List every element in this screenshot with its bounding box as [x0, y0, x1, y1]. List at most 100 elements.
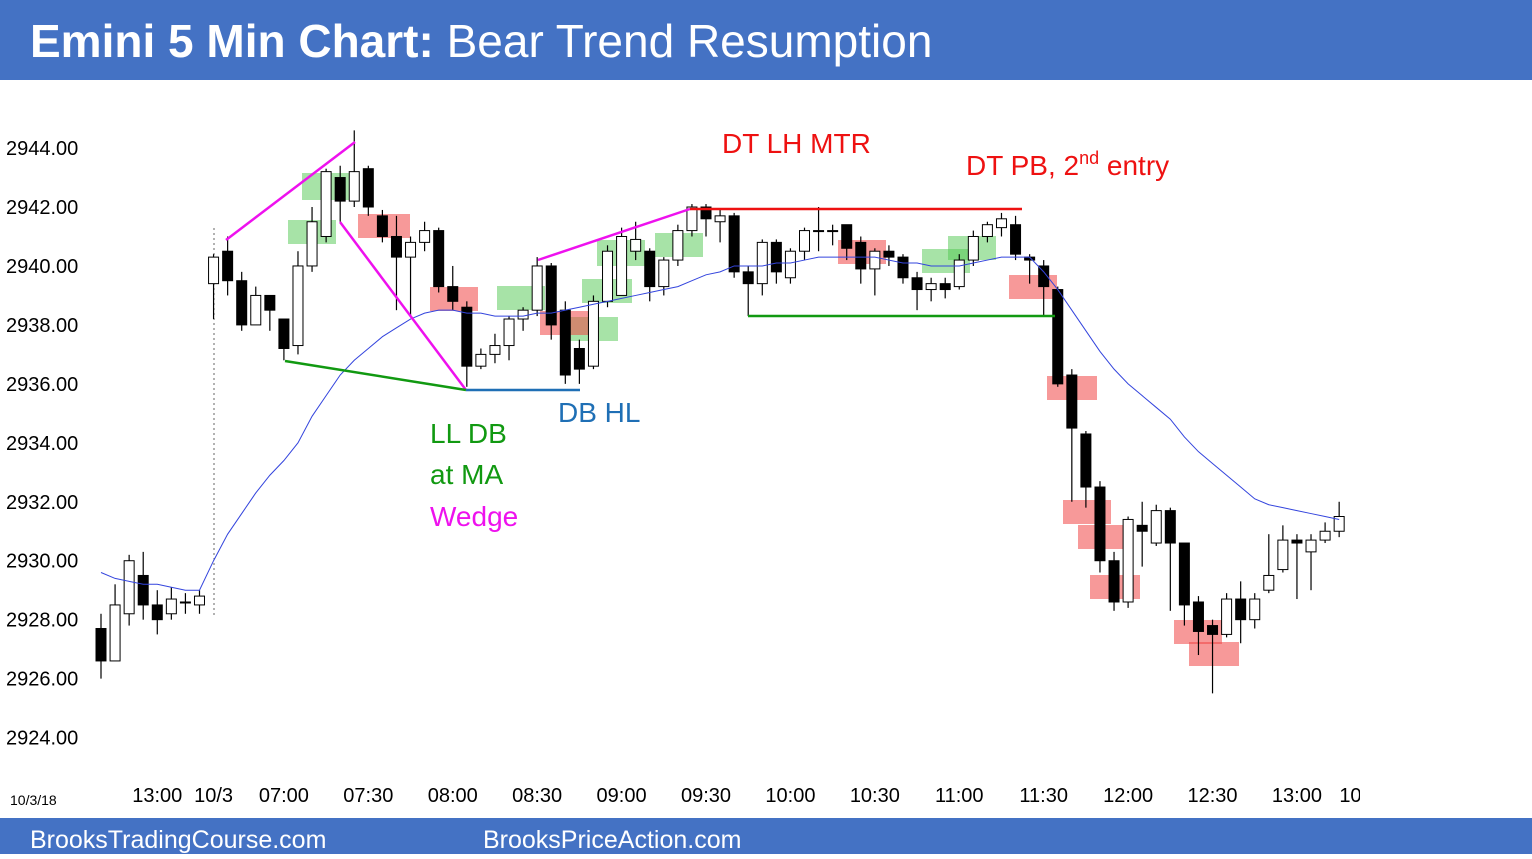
candle-body: [1263, 574, 1275, 591]
candle-body: [306, 221, 318, 267]
footer-left: BrooksTradingCourse.com: [30, 826, 326, 854]
candle-body: [222, 250, 234, 282]
candle-body: [799, 230, 810, 252]
x-tick-label: 10/: [1339, 785, 1367, 807]
candle-body: [1136, 524, 1148, 532]
candle-body: [292, 265, 304, 347]
candle-body: [953, 259, 965, 288]
x-tick-label: 10:00: [765, 785, 815, 807]
candle-body: [1066, 374, 1078, 429]
annotation: DT LH MTR: [722, 128, 871, 159]
candle-body: [503, 318, 515, 347]
annotation-superscript: nd: [1079, 148, 1099, 168]
candle-body: [475, 353, 487, 367]
title-rest: Bear Trend Resumption: [447, 15, 933, 67]
candle-body: [616, 235, 628, 296]
annotation-part: entry: [1099, 150, 1169, 181]
candle-body: [433, 230, 445, 288]
candle-body: [1235, 598, 1247, 621]
title-bold: Emini 5 Min Chart:: [30, 15, 434, 67]
x-tick-label: 08:00: [428, 785, 478, 807]
annotation: Wedge: [430, 501, 518, 532]
candle-body: [728, 215, 740, 273]
candle-body: [813, 230, 825, 233]
candle-body: [95, 628, 107, 662]
candle-body: [151, 604, 163, 621]
candle-body: [1305, 539, 1317, 553]
candle-body: [376, 215, 388, 237]
candle-body: [700, 206, 712, 220]
x-tick-label: 07:00: [259, 785, 309, 807]
candle-body: [559, 309, 571, 376]
x-tick-label: 13:00: [132, 785, 182, 807]
candle-body: [193, 595, 205, 606]
candle-body: [320, 171, 332, 237]
candle-body: [981, 224, 993, 237]
candle-body: [742, 271, 754, 285]
y-tick-label: 2928.00: [6, 610, 78, 632]
candle-body: [1333, 516, 1345, 532]
candle-body: [827, 230, 839, 233]
candle-body: [517, 309, 529, 320]
candle-body: [1108, 560, 1120, 603]
candle-body: [489, 345, 501, 355]
annotation: LL DB: [430, 418, 507, 449]
candle-body: [447, 286, 459, 302]
candle-body: [686, 206, 698, 232]
candle-body: [1277, 539, 1289, 571]
candle-body: [405, 241, 417, 258]
x-tick-label: 11:00: [935, 785, 984, 807]
candle-body: [165, 598, 177, 615]
candle-body: [897, 256, 909, 279]
candle-body: [658, 259, 670, 288]
candle-body: [1094, 486, 1106, 562]
candle-body: [967, 235, 979, 261]
candle-body: [1150, 510, 1162, 544]
candle-body: [334, 177, 346, 202]
candle-body: [1207, 625, 1219, 635]
candle-body: [1164, 510, 1176, 544]
candle-body: [264, 294, 276, 311]
x-tick-label: 12:00: [1103, 785, 1153, 807]
candle-body: [1319, 530, 1331, 541]
y-tick-label: 2924.00: [6, 728, 78, 750]
y-tick-label: 2938.00: [6, 315, 78, 337]
candle-body: [573, 347, 585, 370]
candle-body: [179, 601, 191, 604]
support-line: [284, 359, 467, 392]
candle-body: [714, 215, 726, 223]
y-tick-label: 2944.00: [6, 138, 78, 160]
x-tick-label: 08:30: [512, 785, 562, 807]
x-tick-label: 09:00: [597, 785, 647, 807]
x-tick-label: 13:00: [1272, 785, 1322, 807]
candle-body: [1192, 601, 1204, 632]
trend-lines: [225, 141, 1055, 392]
candle-body: [1080, 433, 1092, 488]
candle-body: [644, 250, 656, 288]
candle-body: [784, 250, 796, 279]
candle-body: [1038, 265, 1050, 288]
y-tick-label: 2940.00: [6, 256, 78, 278]
candle-body: [208, 256, 220, 285]
candle-body: [630, 238, 642, 252]
red-zone: [1009, 275, 1057, 299]
candle-body: [109, 604, 121, 662]
y-tick-label: 2930.00: [6, 551, 78, 573]
x-tick-label: 12:30: [1187, 785, 1237, 807]
y-tick-label: 2942.00: [6, 197, 78, 219]
candle-body: [531, 265, 543, 311]
candle-body: [1221, 598, 1233, 635]
candle-body: [841, 224, 853, 249]
annotation: DB HL: [558, 397, 640, 428]
candle-body: [587, 300, 599, 367]
annotation: at MA: [430, 459, 503, 490]
date-label: 10/3/18: [10, 792, 57, 808]
y-tick-label: 2926.00: [6, 669, 78, 691]
candle-body: [883, 250, 895, 258]
wedge-line: [339, 221, 467, 391]
candle-body: [278, 318, 290, 349]
red-zone: [1189, 642, 1239, 666]
chart-title: Emini 5 Min Chart: Bear Trend Resumption: [30, 15, 932, 67]
